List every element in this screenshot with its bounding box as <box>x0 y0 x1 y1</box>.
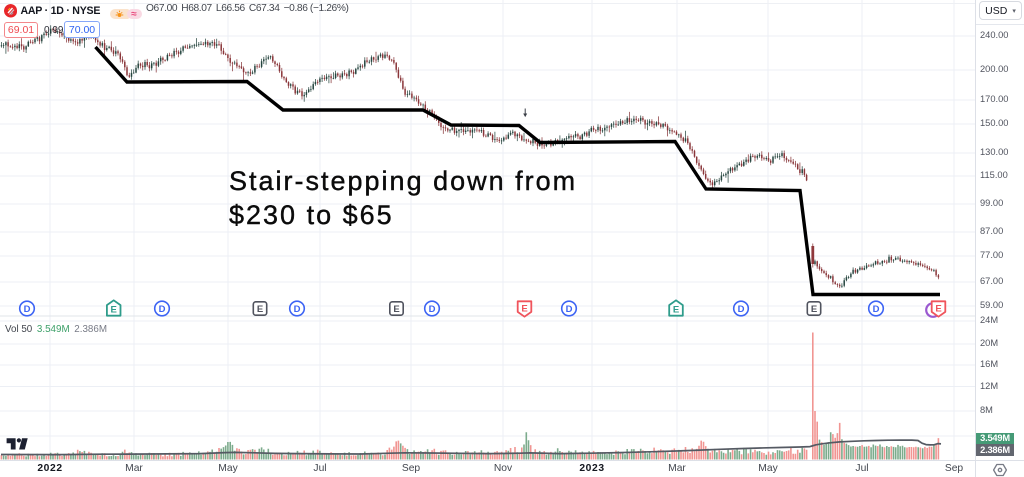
svg-text:D: D <box>159 304 166 315</box>
svg-text:D: D <box>873 304 880 315</box>
svg-text:E: E <box>111 305 117 316</box>
svg-text:D: D <box>429 304 436 315</box>
svg-text:E: E <box>673 305 679 316</box>
svg-text:D: D <box>738 304 745 315</box>
svg-text:D: D <box>566 304 573 315</box>
svg-text:D: D <box>24 304 31 315</box>
svg-text:E: E <box>935 304 941 315</box>
svg-text:E: E <box>521 304 527 315</box>
svg-text:E: E <box>257 304 263 315</box>
svg-text:E: E <box>393 304 399 315</box>
svg-text:E: E <box>811 304 817 315</box>
svg-text:D: D <box>294 304 301 315</box>
